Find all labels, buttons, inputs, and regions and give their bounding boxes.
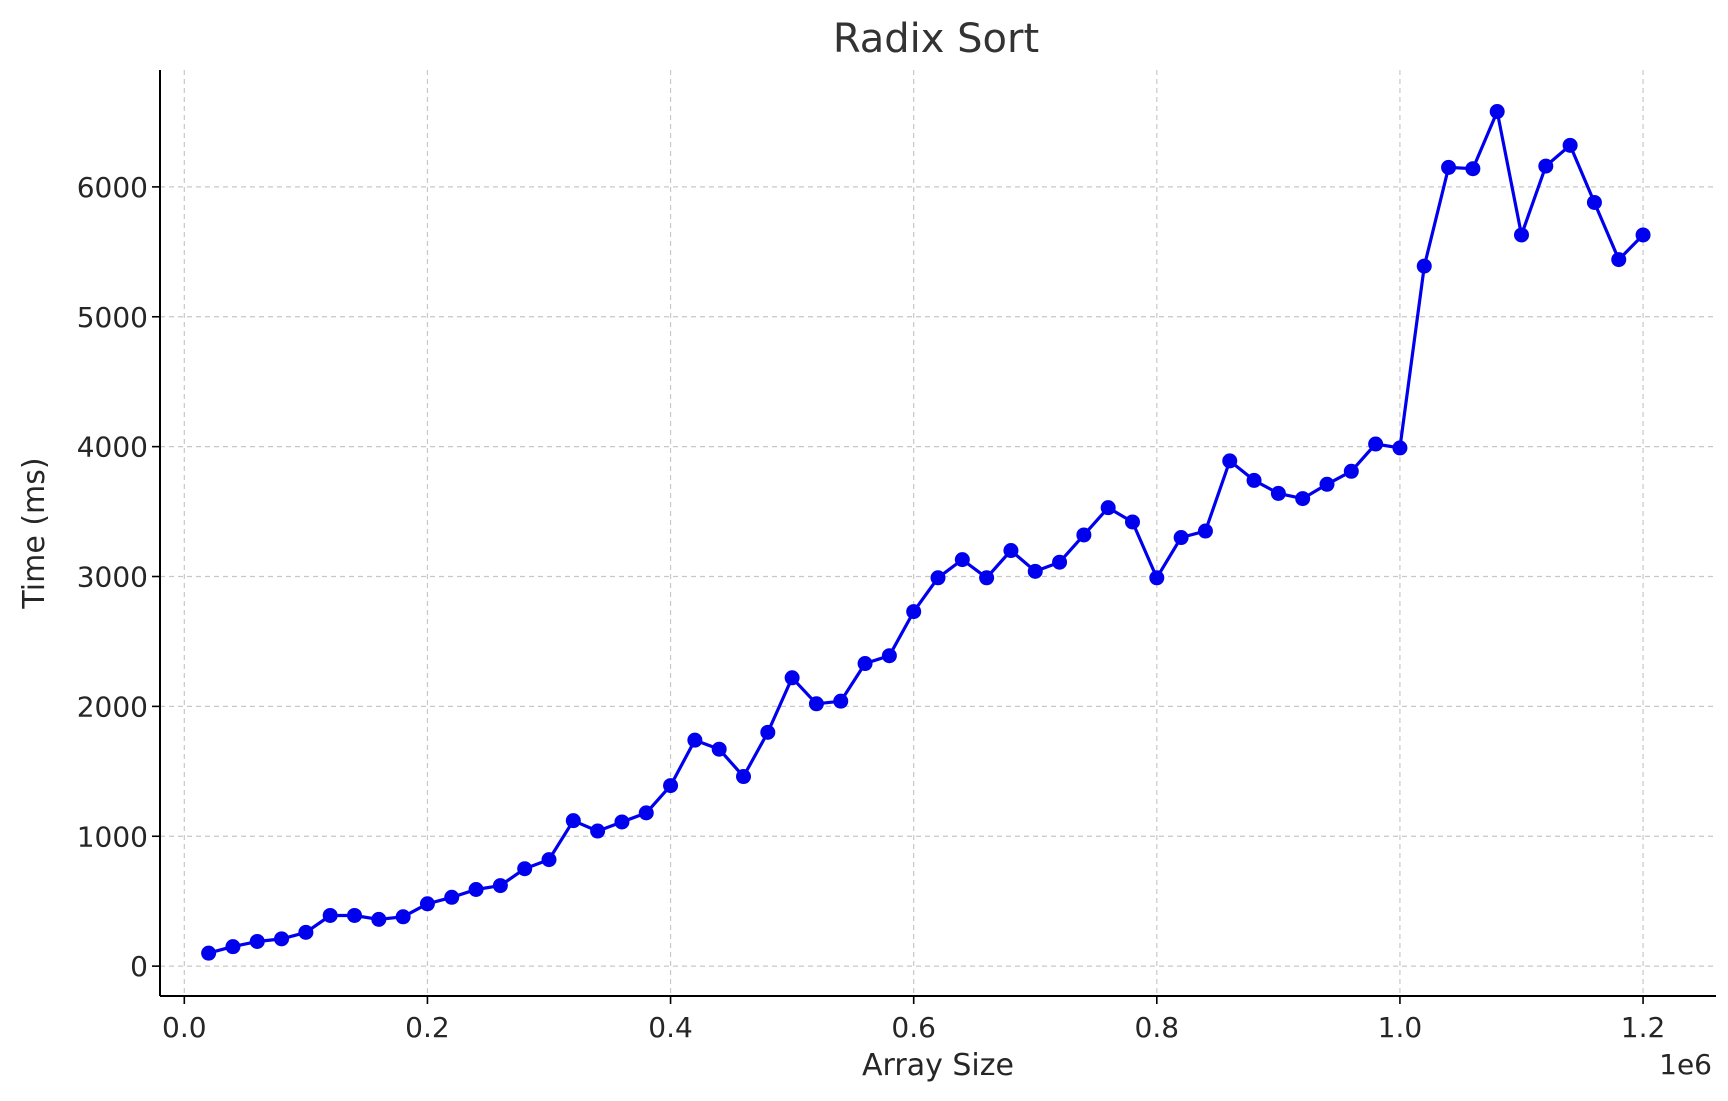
series-line-path <box>208 109 1645 955</box>
y-tick-label: 2000 <box>77 690 148 723</box>
data-point <box>1368 436 1384 452</box>
data-point <box>1611 252 1627 268</box>
data-point <box>347 907 362 923</box>
data-point <box>1003 543 1019 559</box>
x-tick-label: 0.2 <box>405 1011 450 1044</box>
data-point <box>492 878 508 894</box>
data-point <box>1441 159 1457 175</box>
x-offset-label: 1e6 <box>1659 1048 1712 1081</box>
y-tick-label: 6000 <box>77 171 148 204</box>
data-point <box>1270 485 1286 501</box>
x-tick-label: 1.2 <box>1621 1011 1666 1044</box>
y-tick-label: 5000 <box>77 301 148 334</box>
data-point <box>979 570 995 586</box>
data-point <box>930 570 946 586</box>
data-point <box>274 931 290 947</box>
grid <box>160 70 1716 996</box>
data-point <box>687 732 703 748</box>
data-point <box>1416 258 1432 274</box>
data-point <box>1100 500 1116 516</box>
series-line <box>201 104 1651 961</box>
x-tick-label: 0.0 <box>162 1011 207 1044</box>
data-point <box>1149 570 1165 586</box>
y-tick-label: 3000 <box>77 561 148 594</box>
x-tick-label: 1.0 <box>1378 1011 1423 1044</box>
data-point <box>1392 440 1408 456</box>
y-axis-label: Time (ms) <box>17 457 52 609</box>
data-point <box>444 889 460 905</box>
data-point <box>1052 554 1068 570</box>
data-point <box>1586 194 1602 210</box>
data-point <box>565 813 581 829</box>
data-point <box>1514 227 1529 243</box>
data-point <box>590 823 606 839</box>
x-axis-label: Array Size <box>862 1048 1014 1083</box>
data-point <box>1246 472 1262 488</box>
data-point <box>1076 527 1092 543</box>
data-point <box>468 882 484 898</box>
data-point <box>395 909 411 925</box>
data-point <box>249 933 265 949</box>
data-point <box>663 778 679 794</box>
data-point <box>517 861 533 877</box>
data-point <box>711 741 727 757</box>
y-tick-label: 4000 <box>77 431 148 464</box>
data-point <box>1319 476 1335 492</box>
data-point <box>784 670 800 686</box>
data-point <box>298 924 314 940</box>
chart-title: Radix Sort <box>833 16 1039 62</box>
data-point <box>541 852 557 868</box>
ticks: 0.0 0.2 0.4 0.6 0.8 1.0 1.2 0 1000 2000 3000 4000 50… <box>77 171 1666 1044</box>
data-point <box>808 696 824 712</box>
data-point <box>614 814 630 830</box>
data-point <box>736 769 751 785</box>
data-point <box>638 805 654 821</box>
data-point <box>1635 227 1651 243</box>
data-point <box>1222 453 1238 469</box>
data-point <box>1465 161 1481 177</box>
data-point <box>1027 563 1043 579</box>
data-point <box>881 648 897 664</box>
data-point <box>1562 137 1578 153</box>
data-point <box>760 724 776 740</box>
y-tick-label: 0 <box>130 950 148 983</box>
data-point <box>1173 530 1189 546</box>
x-tick-label: 0.6 <box>891 1011 936 1044</box>
data-point <box>322 907 338 923</box>
data-point <box>371 911 387 927</box>
x-tick-label: 0.8 <box>1135 1011 1180 1044</box>
data-point <box>1538 158 1554 174</box>
x-tick-label: 0.4 <box>648 1011 693 1044</box>
axes <box>159 70 1716 997</box>
data-point <box>906 604 922 620</box>
data-point <box>1489 104 1505 120</box>
data-point <box>857 656 873 672</box>
data-point <box>419 896 435 912</box>
data-point <box>954 552 970 568</box>
data-point <box>1343 463 1359 479</box>
data-point <box>1125 514 1140 530</box>
data-point <box>225 939 241 955</box>
data-point <box>1295 491 1311 507</box>
data-point <box>833 693 849 709</box>
data-point <box>1197 523 1213 539</box>
data-point <box>201 945 217 961</box>
y-tick-label: 1000 <box>77 820 148 853</box>
